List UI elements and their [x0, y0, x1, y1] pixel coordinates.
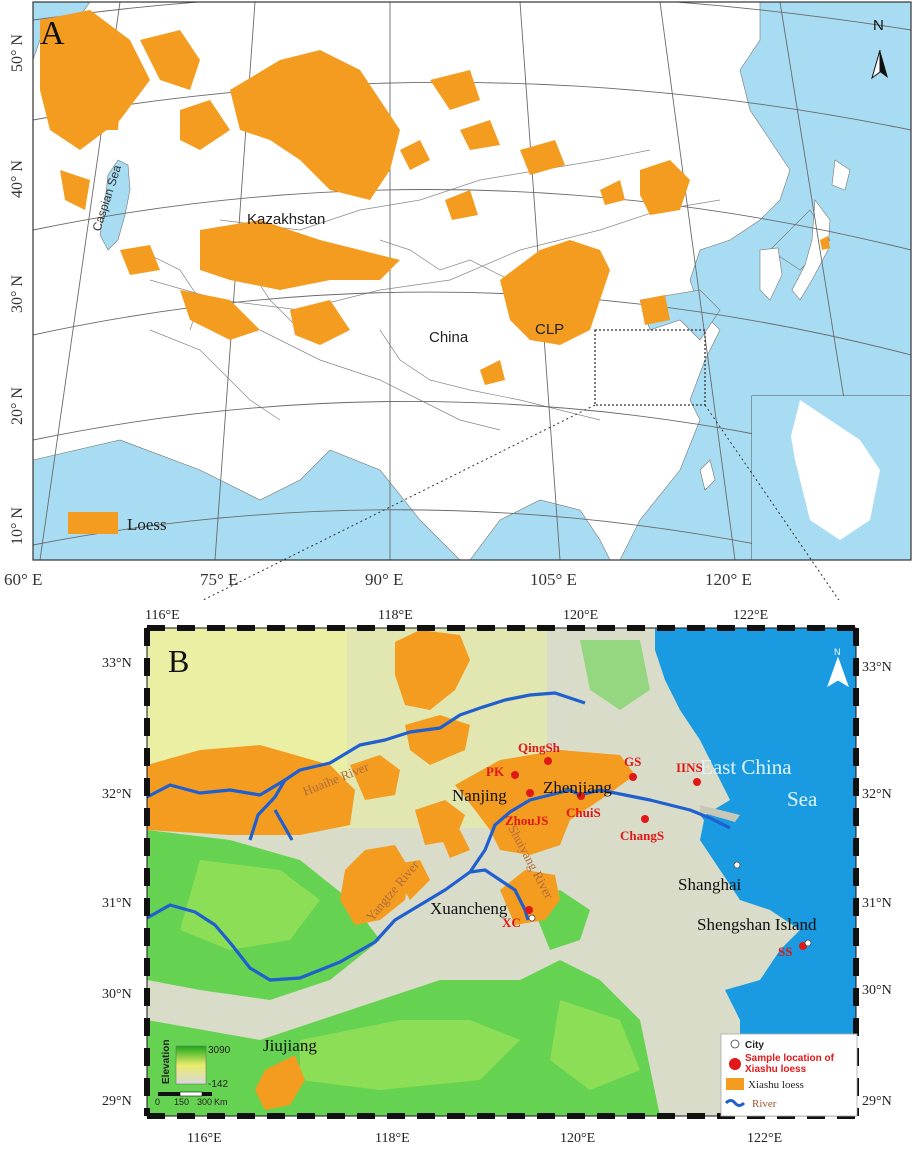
svg-text:150: 150: [174, 1097, 189, 1107]
lon-label: 90° E: [365, 570, 403, 589]
site-label: QingSh: [518, 740, 561, 755]
elevation-legend: Elevation 3090 -142 0 150 300 Km: [155, 1040, 231, 1107]
china-label: China: [429, 329, 469, 346]
lon-labels-a: 60° E 75° E 90° E 105° E 120° E: [4, 570, 752, 589]
svg-text:Km: Km: [214, 1097, 228, 1107]
cities: [528, 861, 812, 947]
lon-bottom-b: 116°E 118°E 120°E 122°E: [187, 1131, 782, 1146]
study-area-box: [594, 329, 706, 406]
lon-label: 122°E: [747, 1131, 782, 1146]
site-label: ChuiS: [566, 805, 601, 820]
yangtze-river: [147, 788, 731, 982]
svg-text:300: 300: [197, 1097, 212, 1107]
lon-label: 120°E: [560, 1131, 595, 1146]
svg-text:N: N: [834, 647, 841, 657]
sea-label: East China: [700, 755, 792, 779]
city-label: Jiujiang: [263, 1036, 317, 1055]
site-label: SS: [778, 944, 792, 959]
city-labels: Nanjing Zhenjiang Xuancheng Shanghai She…: [263, 778, 817, 1055]
lat-label: 32°N: [862, 787, 892, 802]
svg-text:Xiashu loess: Xiashu loess: [748, 1079, 804, 1091]
kazakhstan-label: Kazakhstan: [247, 211, 325, 228]
legend-a: Loess: [68, 512, 167, 534]
city-label: Shengshan Island: [697, 915, 817, 934]
lon-label: 60° E: [4, 570, 42, 589]
lon-label: 105° E: [530, 570, 577, 589]
lat-labels-a: 50° N 40° N 30° N 20° N 10° N: [9, 34, 26, 545]
lon-label: 116°E: [187, 1131, 222, 1146]
svg-text:-142: -142: [208, 1079, 228, 1090]
huaihe-river: [147, 691, 586, 799]
xiashu-loess-areas: [147, 630, 635, 1110]
clp-label: CLP: [535, 321, 564, 338]
panel-a-letter: A: [40, 15, 65, 52]
city-label: Shanghai: [678, 875, 742, 894]
svg-text:0: 0: [155, 1097, 160, 1107]
loess-areas: [40, 10, 830, 385]
legend-b: City Sample location of Xiashu loess Xia…: [720, 1033, 858, 1117]
city-label: Xuancheng: [430, 899, 508, 918]
lat-left-b: 33°N 32°N 31°N 30°N 29°N: [102, 656, 132, 1109]
lat-label: 20° N: [9, 387, 26, 425]
sea-label: Sea: [787, 787, 818, 811]
svg-text:Elevation: Elevation: [161, 1040, 172, 1084]
site-label: GS: [624, 754, 641, 769]
lat-label: 33°N: [102, 656, 132, 671]
svg-text:N: N: [873, 17, 884, 34]
lat-label: 32°N: [102, 787, 132, 802]
site-label: PK: [486, 764, 505, 779]
svg-text:Xiashu loess: Xiashu loess: [745, 1064, 807, 1075]
site-label: XC: [502, 915, 521, 930]
north-arrow-a: N: [871, 17, 888, 80]
lon-label: 118°E: [378, 608, 413, 623]
lon-label: 120°E: [563, 608, 598, 623]
site-labels: QingSh PK GS IINS ZhouJS ChuiS ChangS XC…: [486, 740, 792, 959]
city-label: Zhenjiang: [543, 778, 612, 797]
lon-label: 116°E: [145, 608, 180, 623]
site-label: IINS: [676, 760, 703, 775]
japan: [791, 199, 831, 301]
lat-right-b: 33°N 32°N 31°N 30°N 29°N: [862, 660, 892, 1109]
lon-label: 75° E: [200, 570, 238, 589]
lat-label: 40° N: [9, 160, 26, 198]
lat-label: 33°N: [862, 660, 892, 675]
panel-a-map: A N 50° N 40° N 30° N 20° N 10° N 60° E …: [4, 1, 912, 600]
svg-text:River: River: [752, 1098, 777, 1110]
svg-text:City: City: [745, 1040, 764, 1051]
north-arrow-b: N: [827, 647, 849, 688]
svg-text:Loess: Loess: [127, 515, 167, 534]
lon-top-b: 116°E 118°E 120°E 122°E: [145, 608, 768, 623]
panel-b-letter: B: [168, 643, 189, 679]
lat-label: 29°N: [862, 1094, 892, 1109]
site-label: ChangS: [620, 828, 664, 843]
lat-label: 50° N: [9, 34, 26, 72]
lat-label: 30°N: [102, 987, 132, 1002]
lat-label: 30° N: [9, 275, 26, 313]
east-china-sea: [655, 628, 856, 1116]
lon-label: 120° E: [705, 570, 752, 589]
site-label: ZhouJS: [505, 813, 548, 828]
svg-text:Sample location of: Sample location of: [745, 1053, 835, 1064]
lat-label: 29°N: [102, 1094, 132, 1109]
lon-label: 118°E: [375, 1131, 410, 1146]
panel-a-frame: [32, 1, 912, 561]
svg-text:3090: 3090: [208, 1045, 231, 1056]
lat-label: 31°N: [862, 896, 892, 911]
panel-b-map: B N 116°E 118°E 120°E 122°E 116°E 118°E …: [102, 608, 892, 1146]
lat-label: 31°N: [102, 896, 132, 911]
city-label: Nanjing: [452, 786, 507, 805]
lon-label: 122°E: [733, 608, 768, 623]
lat-label: 10° N: [9, 507, 26, 545]
lat-label: 30°N: [862, 983, 892, 998]
